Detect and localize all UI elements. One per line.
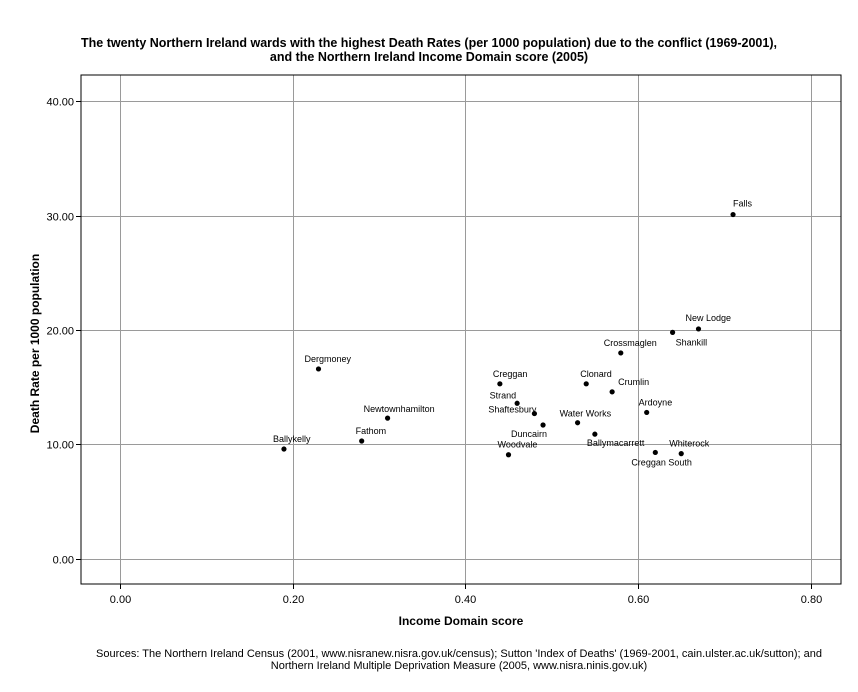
point-label: Water Works xyxy=(560,409,612,419)
data-point xyxy=(618,350,624,356)
y-tick-label: 40.00 xyxy=(46,97,74,109)
point-label: Creggan South xyxy=(631,457,692,467)
point-label: Crumlin xyxy=(618,377,649,387)
data-point xyxy=(583,381,589,387)
data-point xyxy=(678,451,684,457)
data-point xyxy=(359,438,365,444)
data-point xyxy=(669,329,676,335)
data-point xyxy=(592,431,598,437)
point-label: Whiterock xyxy=(669,439,710,449)
data-point xyxy=(695,326,702,332)
data-point xyxy=(281,446,287,452)
chart-title-line-2: and the Northern Ireland Income Domain s… xyxy=(269,50,589,64)
data-point xyxy=(505,452,512,458)
point-label: Newtownhamilton xyxy=(364,404,435,414)
sources-line-1: Sources: The Northern Ireland Census (20… xyxy=(96,648,822,660)
point-label: Crossmaglen xyxy=(604,338,657,348)
y-tick-label: 10.00 xyxy=(46,440,74,452)
point-label: Shaftesbury xyxy=(488,405,537,415)
sources-note: Sources: The Northern Ireland Census (20… xyxy=(0,648,858,672)
chart-title: The twenty Northern Ireland wards with t… xyxy=(0,36,858,64)
plot-frame xyxy=(80,74,842,585)
data-point xyxy=(609,389,615,395)
point-label: New Lodge xyxy=(686,313,732,323)
point-label: Ardoyne xyxy=(639,397,673,407)
y-axis-title: Death Rate per 1000 population xyxy=(28,254,42,433)
axis-ticks: 0.00 0.20 0.40 0.60 0.80 0.00 10.00 20.00 30.00 4… xyxy=(46,97,822,607)
point-label: Shankill xyxy=(676,337,708,347)
point-label: Creggan xyxy=(493,369,528,379)
point-label: Duncairn xyxy=(511,429,547,439)
data-point xyxy=(652,449,658,456)
x-tick-label: 0.80 xyxy=(801,594,822,606)
x-tick-label: 0.00 xyxy=(110,594,131,606)
y-tick-label: 0.00 xyxy=(53,555,74,567)
data-point xyxy=(531,410,538,417)
point-label: Woodvale xyxy=(498,440,538,450)
y-tick-label: 30.00 xyxy=(46,212,74,224)
data-point xyxy=(497,381,503,387)
y-tick-label: 20.00 xyxy=(46,326,74,338)
chart-title-line-1: The twenty Northern Ireland wards with t… xyxy=(81,36,777,50)
point-label: Dergmoney xyxy=(305,354,352,364)
data-points: Falls New Lodge Shankill Crossmaglen Dergmon… xyxy=(273,199,753,468)
sources-line-2: Northern Ireland Multiple Deprivation Me… xyxy=(270,660,648,672)
data-point xyxy=(540,422,546,428)
point-label: Ballykelly xyxy=(273,434,311,444)
data-point xyxy=(315,366,322,372)
point-label: Strand xyxy=(490,390,517,400)
point-label: Ballymacarrett xyxy=(587,438,645,448)
x-tick-label: 0.40 xyxy=(455,594,476,606)
point-label: Falls xyxy=(733,199,753,209)
data-point xyxy=(514,400,520,406)
point-label: Fathom xyxy=(356,426,387,436)
x-axis-title: Income Domain score xyxy=(399,614,524,628)
data-point xyxy=(384,415,391,421)
x-tick-label: 0.60 xyxy=(628,594,649,606)
gridlines xyxy=(81,75,841,584)
point-label: Clonard xyxy=(580,369,612,379)
x-tick-label: 0.20 xyxy=(283,594,304,606)
data-point xyxy=(574,420,581,426)
data-point xyxy=(730,211,736,218)
data-point xyxy=(644,409,650,416)
